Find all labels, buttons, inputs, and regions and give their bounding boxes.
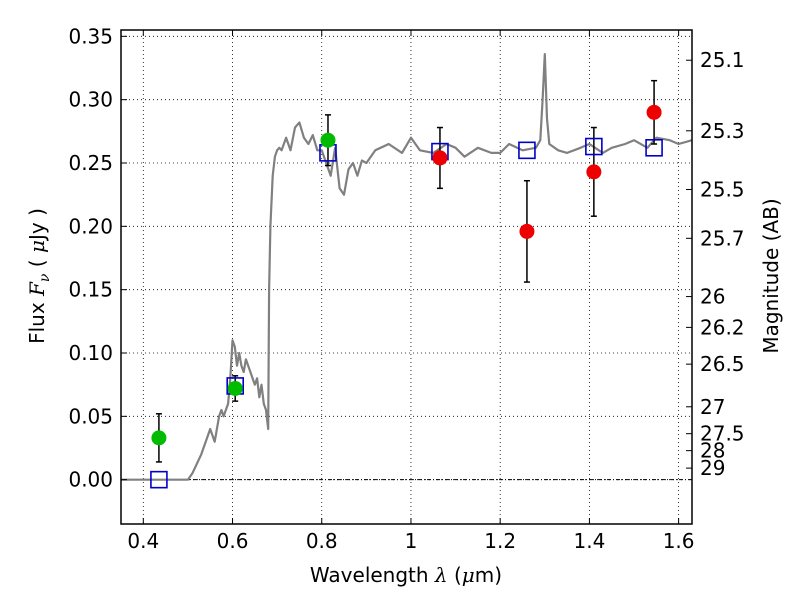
plot-frame: [120, 29, 693, 525]
y-tick-label: 0.15: [68, 278, 113, 302]
x-tick-label: 0.8: [306, 529, 338, 553]
y-tick-label: 0.30: [68, 88, 113, 112]
x-axis-title: Wavelength λ (μm): [310, 563, 502, 587]
y-tick-label: 0.00: [68, 468, 113, 492]
green-point: [151, 430, 167, 446]
y-tick-label: 0.20: [68, 214, 113, 238]
y2-tick-label: 26: [700, 285, 725, 309]
x-tick-label: 0.6: [217, 529, 249, 553]
red-point: [646, 104, 662, 120]
x-tick-label: 1.4: [573, 529, 605, 553]
y2-tick-label: 26.2: [700, 315, 745, 339]
y2-tick-label: 28: [700, 439, 725, 463]
y2-tick-label: 27: [700, 395, 725, 419]
y-tick-label: 0.10: [68, 341, 113, 365]
grid-lines: [121, 30, 692, 524]
y2-tick-label: 25.3: [700, 119, 745, 143]
red-point: [432, 150, 448, 166]
x-tick-label: 1.6: [663, 529, 695, 553]
red-point: [586, 164, 602, 180]
y2-tick-label: 25.1: [700, 48, 745, 72]
x-tick-label: 0.4: [127, 529, 159, 553]
y2-axis-title: Magnitude (AB): [759, 198, 783, 353]
y-axis-title: Flux Fν ( μJy ): [25, 208, 53, 344]
model-square: [518, 141, 536, 160]
red-point: [519, 223, 535, 239]
data-points: [150, 104, 663, 489]
errorbars: [155, 79, 658, 463]
model-square: [150, 470, 168, 489]
y-tick-label: 0.05: [68, 404, 113, 428]
sed-line: [121, 53, 693, 481]
y-tick-label: 0.35: [68, 24, 113, 48]
x-tick-label: 1.2: [484, 529, 516, 553]
green-point: [227, 380, 243, 396]
green-point: [320, 132, 336, 148]
model-square: [585, 137, 603, 156]
x-tick-label: 1: [405, 529, 418, 553]
y2-tick-label: 25.5: [700, 177, 745, 201]
y2-tick-label: 27.5: [700, 422, 745, 446]
y2-tick-label: 29: [700, 456, 725, 480]
y2-tick-label: 26.5: [700, 352, 745, 376]
y-tick-label: 0.25: [68, 151, 113, 175]
model-square: [645, 139, 663, 157]
sed-group: [121, 53, 693, 481]
axis-ticks: 0.4 0.6 0.8 1 1.2 1.4 1.6 0.00 0.05 0.10 0.15 0.20 0…: [68, 24, 744, 553]
y2-tick-label: 25.7: [700, 226, 745, 250]
